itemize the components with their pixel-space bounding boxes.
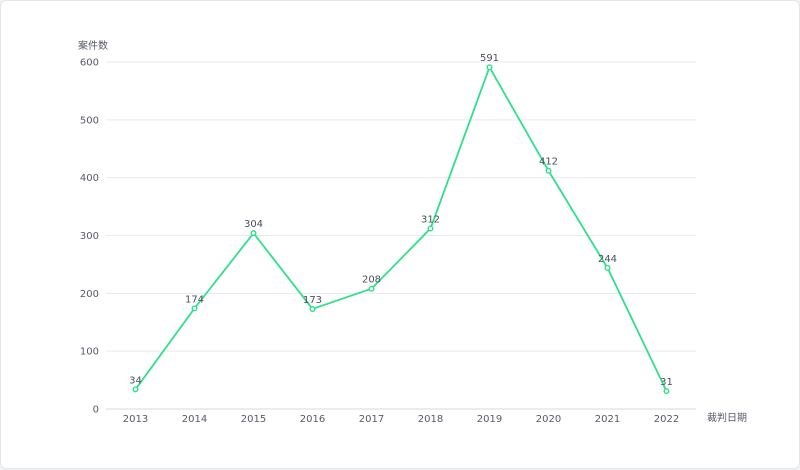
data-label: 412 [539,157,558,168]
x-tick-label: 2016 [300,414,325,425]
data-label: 208 [362,275,381,286]
x-tick-label: 2018 [418,414,443,425]
data-label: 304 [244,219,263,230]
x-tick-label: 2020 [536,414,561,425]
data-point[interactable] [604,264,611,271]
y-tick-label: 600 [80,58,99,69]
series-line [134,66,668,392]
x-tick-label: 2015 [241,414,266,425]
y-axis-ticks: 0 100 200 300 400 500 600 [80,58,99,416]
data-label: 34 [129,375,142,386]
x-tick-label: 2021 [595,414,620,425]
y-tick-label: 300 [80,231,99,242]
x-tick-label: 2013 [123,414,148,425]
y-axis-title: 案件数 [78,39,108,52]
y-tick-label: 400 [80,173,99,184]
data-point[interactable] [191,305,198,312]
data-point[interactable] [132,386,139,393]
data-point[interactable] [663,388,670,395]
gridlines [106,61,696,352]
data-label: 312 [421,215,440,226]
x-tick-label: 2019 [477,414,502,425]
data-point[interactable] [250,230,257,237]
data-point[interactable] [368,285,375,292]
data-label: 591 [480,53,499,64]
x-tick-label: 2014 [182,414,207,425]
x-axis-title: 裁判日期 [707,411,747,424]
data-point[interactable] [545,167,552,174]
data-labels: 34 174 304 173 208 312 591 412 244 31 [129,53,673,388]
y-tick-label: 100 [80,347,99,358]
y-tick-label: 500 [80,115,99,126]
data-point[interactable] [486,64,493,71]
data-point[interactable] [427,225,434,232]
x-tick-label: 2022 [654,414,679,425]
x-axis: 2013 2014 2015 2016 2017 2018 2019 2020 2021 2022 [106,408,696,425]
y-tick-label: 200 [80,289,99,300]
data-point[interactable] [309,305,316,312]
x-tick-label: 2017 [359,414,384,425]
y-tick-label: 0 [93,405,99,416]
series-layer [132,64,670,395]
data-label: 244 [598,254,617,265]
data-label: 31 [660,377,673,388]
data-label: 173 [303,295,322,306]
data-label: 174 [185,294,204,305]
